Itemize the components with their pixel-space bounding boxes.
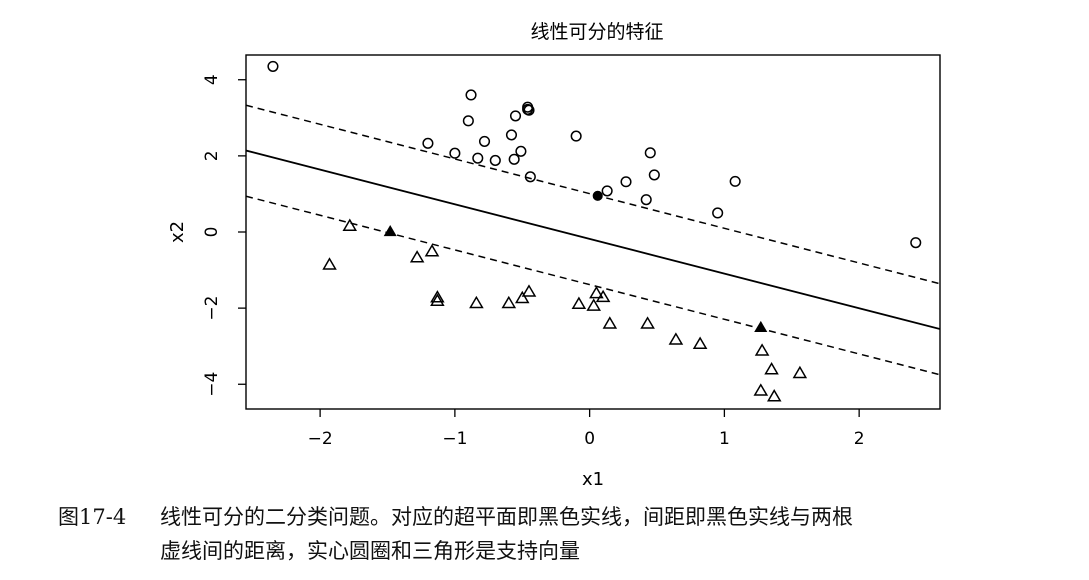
triangle-point: [766, 389, 782, 402]
chart-title: 线性可分的特征: [530, 21, 663, 43]
x-tick-label: −2: [308, 429, 333, 449]
x-axis: −2 −1 0 1 2: [308, 409, 865, 449]
triangle-point: [692, 336, 708, 349]
y-axis-label: x2: [167, 221, 188, 243]
triangle-point: [589, 285, 604, 299]
caption-line-1: 线性可分的二分类问题。对应的超平面即黑色实线，间距即黑色实线与两根: [160, 505, 853, 529]
circle-point: [620, 176, 632, 188]
figure-caption: 图17-4 线性可分的二分类问题。对应的超平面即黑色实线，间距即黑色实线与两根 虚…: [58, 500, 1068, 568]
margin-line-2: [246, 195, 940, 376]
x-tick-label: 1: [719, 429, 730, 449]
x-tick-label: −1: [442, 429, 467, 449]
circle-point: [640, 194, 652, 206]
circle-point: [729, 175, 741, 187]
triangle-point: [764, 362, 779, 375]
y-tick-label: 2: [202, 150, 222, 161]
triangle-point: [586, 298, 602, 311]
circle-point: [509, 110, 522, 122]
x-axis-label: x1: [582, 469, 604, 490]
circle-point: [508, 153, 520, 165]
triangle-point: [602, 316, 618, 329]
y-tick-label: 4: [202, 74, 222, 85]
points-layer: [267, 60, 922, 402]
circle-point: [462, 115, 474, 127]
circle-point: [505, 129, 518, 141]
triangle-point: [753, 383, 769, 396]
triangle-point: [571, 296, 587, 309]
circle-point: [489, 154, 501, 166]
circle-point: [478, 135, 491, 147]
circle-point: [449, 147, 461, 159]
triangle-point: [322, 257, 337, 270]
triangle-point: [501, 295, 517, 309]
support-vector-circle: [592, 190, 603, 201]
triangle-point: [514, 290, 530, 304]
y-tick-label: 0: [202, 227, 222, 238]
support-vector-triangle: [383, 225, 397, 237]
triangle-point: [469, 295, 484, 309]
circle-point: [422, 137, 434, 149]
lines-layer: [246, 104, 940, 376]
y-axis: −4 −2 0 2 4: [202, 74, 246, 397]
x-tick-label: 2: [854, 429, 865, 449]
scatter-plot: 线性可分的特征 −2 −1 0 1 2 −4 −2 0 2 4 x1 x2: [167, 21, 941, 490]
circle-point: [515, 145, 527, 157]
plot-frame: [245, 54, 941, 410]
triangle-point: [430, 293, 445, 306]
y-tick-label: −4: [202, 372, 222, 397]
circle-point: [648, 169, 660, 181]
triangle-point: [754, 343, 770, 356]
y-tick-label: −2: [202, 296, 222, 321]
circle-point: [523, 104, 535, 116]
circle-point: [267, 60, 279, 72]
circle-point: [644, 147, 656, 159]
hyperplane-line: [246, 149, 940, 330]
triangle-point: [430, 290, 445, 303]
triangle-point: [595, 289, 611, 303]
triangle-point: [668, 332, 684, 345]
circle-point: [465, 89, 477, 101]
triangle-point: [342, 218, 358, 231]
circle-point: [472, 152, 484, 164]
caption-number: 图17-4: [58, 505, 127, 529]
circle-point: [712, 207, 724, 219]
x-tick-label: 0: [584, 429, 595, 449]
triangle-point: [409, 250, 425, 263]
triangle-point: [792, 365, 808, 379]
circle-point: [524, 171, 536, 183]
triangle-point: [640, 316, 655, 329]
triangle-point: [424, 244, 440, 257]
circle-point: [910, 237, 922, 249]
triangle-point: [521, 284, 537, 297]
circle-point: [601, 185, 613, 197]
support-vector-triangle: [754, 320, 768, 333]
caption-line-2: 虚线间的距离，实心圆圈和三角形是支持向量: [160, 539, 580, 563]
circle-point: [570, 130, 582, 142]
